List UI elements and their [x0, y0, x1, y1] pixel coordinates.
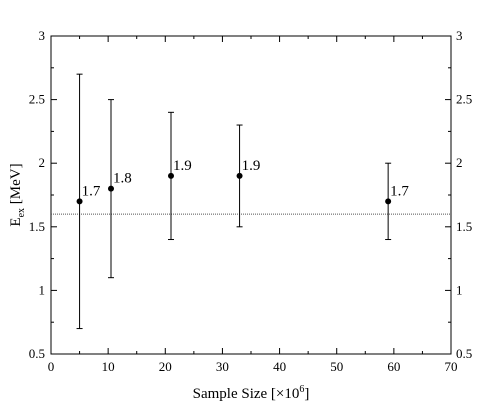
axes: 0 10 20 30 40 50 60 700.5 0.51 11.5 1.52 22.5 2.53 3 [29, 28, 473, 374]
data-point [76, 198, 83, 205]
data-label: 1.9 [173, 158, 192, 174]
y-tick-label: 2.5 [29, 92, 45, 107]
data-point [385, 198, 392, 205]
x-tick-label: 70 [445, 359, 458, 374]
x-tick-label: 10 [102, 359, 115, 374]
y-tick-label-right: 2.5 [456, 92, 472, 107]
data-point-group [76, 73, 83, 330]
data-point [168, 172, 174, 179]
data-label: 1.7 [390, 183, 409, 199]
data-label: 1.7 [82, 183, 101, 199]
y-tick-label-right: 3 [456, 28, 463, 43]
x-axis-title: Sample Size [×106] [193, 384, 310, 402]
y-tick-label: 1.5 [29, 219, 45, 234]
x-axis-title-superscript: 6 [299, 384, 304, 395]
x-tick-label: 30 [216, 359, 229, 374]
y-tick-label-right: 0.5 [456, 346, 472, 361]
x-tick-label: 20 [159, 359, 172, 374]
x-tick-label: 0 [48, 359, 55, 374]
y-tick-label: 2 [39, 155, 46, 170]
points-layer [76, 73, 392, 330]
labels-layer: 1.7 1.8 1.9 1.9 1.7 [82, 158, 410, 199]
data-point-group [168, 111, 174, 241]
y-tick-label: 1 [39, 282, 46, 297]
x-tick-label: 50 [330, 359, 343, 374]
y-tick-label: 3 [39, 28, 46, 43]
y-tick-label-right: 1.5 [456, 219, 472, 234]
x-tick-label: 60 [387, 359, 400, 374]
y-axis-title: Eex [MeV] [8, 163, 27, 226]
y-tick-label-right: 2 [456, 155, 463, 170]
data-point-group [236, 124, 243, 228]
y-tick-label-right: 1 [456, 282, 463, 297]
data-label: 1.9 [242, 158, 261, 174]
x-tick-label: 40 [273, 359, 286, 374]
y-axis-title-subscript: ex [16, 208, 27, 217]
y-tick-label: 0.5 [29, 346, 45, 361]
data-point [108, 185, 114, 192]
data-point [236, 172, 243, 179]
data-point-group [385, 162, 392, 241]
data-label: 1.8 [113, 171, 132, 187]
data-point-group [108, 99, 114, 279]
